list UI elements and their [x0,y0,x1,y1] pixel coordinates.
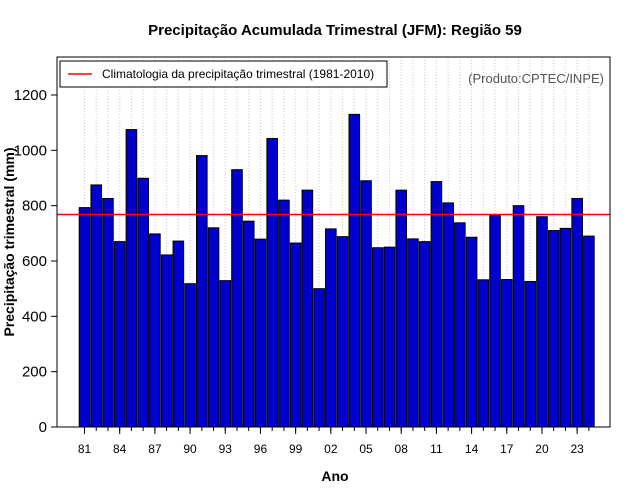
bar-2002 [325,228,337,428]
bar-2004 [348,113,361,428]
x-axis: 81 84 87 90 93 96 99 02 05 08 11 14 17 20 23 [78,427,590,456]
y-tick-label: 200 [22,364,47,381]
x-tick-label: 93 [219,442,233,456]
bar-1994 [231,169,243,428]
bar-2005 [360,180,372,428]
bar-1988 [160,254,173,428]
bar-2017 [500,279,513,428]
bar-2013 [454,222,466,428]
bar-2014 [465,236,478,428]
bar-1991 [196,155,208,428]
bars [78,113,595,428]
bar-2023 [571,197,583,428]
x-tick-label: 81 [78,442,92,456]
bar-2007 [383,246,396,428]
x-tick-label: 87 [148,442,162,456]
bar-1998 [278,199,290,428]
bar-1981 [78,207,91,428]
x-tick-label: 84 [113,442,127,456]
bar-2012 [442,202,454,428]
y-axis: 0 200 400 600 800 1000 1200 [14,87,57,436]
plot-border [56,56,611,428]
x-tick-label: 99 [289,442,303,456]
y-tick-label: 600 [22,253,47,270]
bar-2006 [371,247,384,428]
x-axis-title: Ano [321,468,348,484]
bar-2015 [477,279,490,428]
y-tick-label: 800 [22,198,47,215]
bar-1985 [125,129,138,428]
bar-1987 [149,233,161,428]
x-tick-label: 05 [359,442,373,456]
bar-2001 [313,288,325,428]
bar-2018 [512,205,525,428]
bar-1999 [289,242,302,428]
x-tick-label: 11 [430,442,443,456]
bar-1993 [219,280,232,428]
bar-2010 [418,241,431,428]
bar-1995 [242,220,255,428]
legend: Climatologia da precipitação trimestral … [59,60,388,88]
bar-1996 [254,238,267,428]
bar-2016 [489,214,501,428]
x-tick-label: 96 [254,442,268,456]
chart-title: Precipitação Acumulada Trimestral (JFM):… [148,22,522,39]
legend-box [59,60,388,88]
bar-2003 [336,236,349,428]
bar-2022 [559,227,572,428]
bar-1990 [184,283,196,428]
bar-2008 [395,189,408,428]
credit-text: (Produto:CPTEC/INPE) [468,71,604,86]
x-tick-label: 17 [500,442,514,456]
y-axis-title: Precipitação trimestral (mm) [1,147,17,336]
bar-2000 [301,189,314,428]
x-tick-label: 23 [570,442,584,456]
bar-2021 [547,230,560,428]
bar-2020 [536,216,548,428]
bar-1992 [207,227,220,428]
y-tick-label: 400 [22,308,47,325]
bar-2024 [583,235,595,428]
bar-2009 [407,238,419,428]
y-tick-label: 0 [39,419,47,436]
bar-1997 [266,137,278,428]
y-tick-label: 1000 [14,142,47,159]
bar-1982 [90,184,103,428]
bar-1986 [137,177,149,428]
bar-1984 [113,241,126,428]
bar-2011 [430,181,443,428]
x-tick-label: 20 [535,442,549,456]
x-tick-label: 02 [324,442,338,456]
bar-2019 [524,280,537,428]
x-tick-label: 14 [465,442,479,456]
x-tick-label: 08 [395,442,409,456]
y-tick-label: 1200 [14,87,47,104]
x-tick-label: 90 [183,442,197,456]
legend-label: Climatologia da precipitação trimestral … [102,67,374,81]
bar-1989 [172,240,185,428]
bar-1983 [102,197,114,428]
